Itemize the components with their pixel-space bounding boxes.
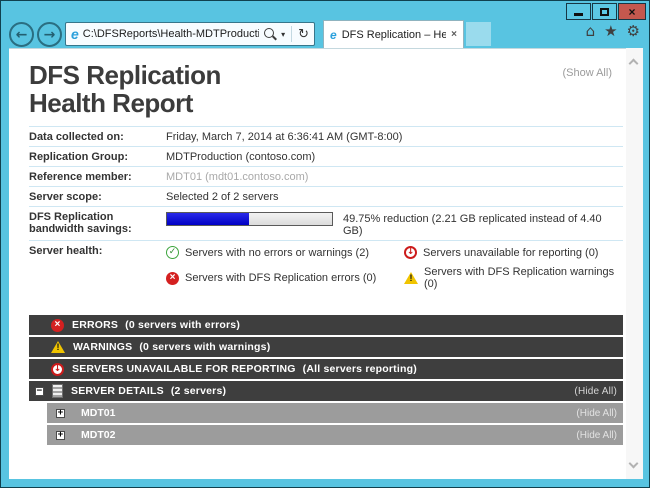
- bandwidth-summary: 49.75% reduction (2.21 GB replicated ins…: [343, 213, 602, 237]
- bandwidth-bar-fill: [167, 213, 250, 225]
- health-item-warnings: Servers with DFS Replication warnings (0…: [404, 266, 623, 290]
- server-stack-icon: [52, 384, 63, 398]
- unavailable-circle-icon: [51, 362, 64, 376]
- warning-triangle-icon: [51, 341, 65, 353]
- section-title: ERRORS: [72, 319, 119, 331]
- field-row-server-health: Server health: Servers with no errors or…: [29, 240, 623, 302]
- server-name: MDT02: [81, 429, 116, 441]
- show-all-link[interactable]: (Show All): [562, 67, 612, 79]
- settings-gear-icon[interactable]: ⚙: [626, 22, 640, 40]
- server-row-mdt01[interactable]: + MDT01 (Hide All): [47, 403, 623, 423]
- health-item-text: Servers with DFS Replication warnings (0…: [424, 266, 615, 290]
- field-label: Server health:: [29, 245, 103, 257]
- field-row-bandwidth-savings: DFS Replication bandwidth savings: 49.75…: [29, 206, 623, 240]
- scroll-up-arrow-icon[interactable]: [628, 58, 639, 69]
- favorites-star-icon[interactable]: ★: [604, 22, 618, 40]
- new-tab-button[interactable]: [466, 22, 491, 46]
- section-servers-unavailable[interactable]: SERVERS UNAVAILABLE FOR REPORTING (All s…: [29, 359, 623, 379]
- section-detail: (0 servers with errors): [125, 319, 241, 331]
- close-button[interactable]: ×: [618, 3, 646, 20]
- field-value: Selected 2 of 2 servers: [166, 191, 279, 203]
- expand-box-icon[interactable]: +: [56, 407, 65, 418]
- health-item-errors: Servers with DFS Replication errors (0): [166, 266, 404, 290]
- server-name: MDT01: [81, 407, 116, 419]
- search-icon[interactable]: [263, 27, 277, 41]
- section-detail: (0 servers with warnings): [139, 341, 271, 353]
- field-label: Replication Group:: [29, 151, 128, 163]
- error-circle-icon: [51, 318, 64, 332]
- ie-logo-icon: e: [71, 26, 79, 42]
- field-row-reference-member: Reference member: MDT01 (mdt01.contoso.c…: [29, 166, 623, 186]
- report-page: DFS Replication Health Report (Show All)…: [9, 48, 626, 479]
- collapse-box-icon[interactable]: −: [35, 385, 44, 396]
- field-row-replication-group: Replication Group: MDTProduction (contos…: [29, 146, 623, 166]
- maximize-button[interactable]: [592, 3, 617, 20]
- section-detail: (All servers reporting): [302, 363, 417, 375]
- hide-all-link[interactable]: (Hide All): [574, 385, 617, 397]
- address-input[interactable]: C:\DFSReports\Health-MDTProduction-07Mar: [82, 28, 259, 40]
- health-item-text: Servers with DFS Replication errors (0): [185, 272, 377, 284]
- vertical-scrollbar[interactable]: [626, 48, 643, 479]
- server-row-mdt02[interactable]: + MDT02 (Hide All): [47, 425, 623, 445]
- ie-logo-icon: e: [330, 27, 337, 42]
- section-detail: (2 servers): [170, 385, 227, 397]
- tab-title: DFS Replication – Health Re...: [341, 28, 446, 41]
- home-icon[interactable]: ⌂: [585, 22, 596, 40]
- field-label: DFS Replication bandwidth savings:: [29, 211, 132, 235]
- warning-triangle-icon: [404, 272, 418, 284]
- dropdown-caret-icon[interactable]: ▾: [281, 29, 286, 39]
- field-row-server-scope: Server scope: Selected 2 of 2 servers: [29, 186, 623, 206]
- unavailable-circle-icon: [404, 246, 417, 259]
- section-title: WARNINGS: [73, 341, 133, 353]
- error-circle-icon: [166, 271, 179, 285]
- window-controls: ×: [565, 3, 646, 20]
- section-server-details[interactable]: − SERVER DETAILS (2 servers) (Hide All): [29, 381, 623, 401]
- field-label: Server scope:: [29, 191, 102, 203]
- section-warnings[interactable]: WARNINGS (0 servers with warnings): [29, 337, 623, 357]
- field-value: MDTProduction (contoso.com): [166, 151, 316, 163]
- field-row-data-collected: Data collected on: Friday, March 7, 2014…: [29, 126, 623, 146]
- minimize-button[interactable]: [566, 3, 591, 20]
- close-icon: ×: [628, 4, 636, 19]
- scroll-down-arrow-icon[interactable]: [628, 458, 639, 469]
- field-label: Reference member:: [29, 171, 132, 183]
- minimize-icon: [574, 13, 583, 16]
- expand-box-icon[interactable]: +: [56, 429, 65, 440]
- maximize-icon: [600, 7, 609, 16]
- health-item-unavailable: Servers unavailable for reporting (0): [404, 246, 623, 259]
- section-title: SERVER DETAILS: [71, 385, 164, 397]
- forward-button[interactable]: →: [37, 22, 62, 47]
- address-bar[interactable]: e C:\DFSReports\Health-MDTProduction-07M…: [65, 22, 315, 46]
- tab-close-icon[interactable]: ×: [451, 28, 457, 40]
- back-button[interactable]: ←: [9, 22, 34, 47]
- browser-tab[interactable]: e DFS Replication – Health Re... ×: [323, 20, 464, 48]
- field-value: MDT01 (mdt01.contoso.com): [166, 171, 309, 183]
- field-label: Data collected on:: [29, 131, 124, 143]
- hide-all-link[interactable]: (Hide All): [576, 429, 617, 441]
- check-circle-icon: [166, 246, 179, 259]
- section-errors[interactable]: ERRORS (0 servers with errors): [29, 315, 623, 335]
- refresh-icon[interactable]: ↻: [298, 26, 309, 42]
- bandwidth-progress-bar: [166, 212, 333, 226]
- hide-all-link[interactable]: (Hide All): [576, 407, 617, 419]
- section-title: SERVERS UNAVAILABLE FOR REPORTING: [72, 363, 296, 375]
- title-line-2: Health Report: [29, 88, 193, 118]
- health-item-ok: Servers with no errors or warnings (2): [166, 246, 404, 259]
- field-value: Friday, March 7, 2014 at 6:36:41 AM (GMT…: [166, 131, 403, 143]
- health-item-text: Servers unavailable for reporting (0): [423, 246, 599, 259]
- address-bar-divider: [291, 26, 293, 42]
- health-item-text: Servers with no errors or warnings (2): [185, 246, 370, 259]
- page-title: DFS Replication Health Report: [29, 61, 623, 117]
- title-line-1: DFS Replication: [29, 60, 221, 90]
